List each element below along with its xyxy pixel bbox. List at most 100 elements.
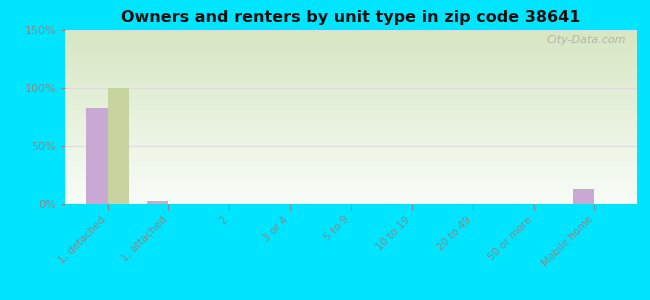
Bar — [65, 77, 637, 79]
Bar — [65, 194, 637, 195]
Bar — [65, 200, 637, 202]
Bar — [65, 182, 637, 183]
Bar — [65, 54, 637, 56]
Bar — [573, 189, 594, 204]
Bar — [147, 200, 168, 204]
Bar — [65, 44, 637, 46]
Bar — [65, 190, 637, 192]
Bar — [65, 68, 637, 70]
Bar — [65, 183, 637, 185]
Bar — [65, 197, 637, 199]
Bar — [65, 93, 637, 94]
Bar — [65, 60, 637, 61]
Bar — [65, 65, 637, 67]
Bar — [65, 162, 637, 164]
Bar — [65, 164, 637, 166]
Bar — [65, 157, 637, 159]
Bar — [65, 37, 637, 39]
Bar — [65, 160, 637, 162]
Bar — [65, 178, 637, 180]
Bar — [65, 185, 637, 187]
Bar — [65, 113, 637, 115]
Bar — [65, 84, 637, 86]
Title: Owners and renters by unit type in zip code 38641: Owners and renters by unit type in zip c… — [122, 10, 580, 25]
Bar — [65, 87, 637, 89]
Bar — [65, 75, 637, 77]
Bar — [65, 167, 637, 169]
Bar — [65, 105, 637, 106]
Bar — [65, 39, 637, 41]
Bar — [65, 134, 637, 136]
Bar — [65, 112, 637, 113]
Bar — [65, 106, 637, 108]
Bar — [65, 126, 637, 127]
Bar — [65, 35, 637, 37]
Bar — [65, 133, 637, 134]
Bar — [65, 34, 637, 35]
Bar — [65, 128, 637, 129]
Bar — [65, 51, 637, 52]
Bar — [65, 148, 637, 150]
Bar — [65, 86, 637, 87]
Bar — [65, 74, 637, 75]
Bar — [65, 173, 637, 174]
Bar — [65, 122, 637, 124]
Bar — [65, 154, 637, 155]
Bar — [65, 58, 637, 60]
Bar — [65, 101, 637, 103]
Bar — [65, 124, 637, 126]
Bar — [65, 100, 637, 101]
Bar — [65, 140, 637, 141]
Bar — [65, 195, 637, 197]
Bar — [65, 155, 637, 157]
Bar — [65, 70, 637, 72]
Bar — [65, 174, 637, 176]
Bar — [65, 131, 637, 133]
Bar — [65, 147, 637, 148]
Bar — [65, 176, 637, 178]
Bar — [65, 49, 637, 51]
Bar — [65, 98, 637, 100]
Bar — [65, 89, 637, 91]
Bar — [65, 159, 637, 161]
Bar — [65, 47, 637, 49]
Bar — [65, 46, 637, 47]
Bar — [108, 88, 129, 204]
Bar — [65, 42, 637, 44]
Bar — [65, 30, 637, 32]
Bar — [65, 171, 637, 173]
Bar — [65, 110, 637, 112]
Bar — [65, 143, 637, 145]
Bar — [65, 91, 637, 93]
Bar — [65, 82, 637, 84]
Bar — [65, 80, 637, 82]
Bar — [65, 136, 637, 138]
Bar — [86, 108, 108, 204]
Bar — [65, 119, 637, 121]
Bar — [65, 152, 637, 154]
Text: City-Data.com: City-Data.com — [546, 35, 625, 45]
Bar — [65, 121, 637, 122]
Bar — [65, 145, 637, 147]
Bar — [65, 202, 637, 204]
Bar — [65, 192, 637, 194]
Bar — [65, 150, 637, 152]
Bar — [65, 94, 637, 96]
Bar — [65, 52, 637, 54]
Bar — [65, 67, 637, 68]
Bar — [65, 56, 637, 58]
Bar — [65, 63, 637, 65]
Bar — [65, 61, 637, 63]
Bar — [65, 96, 637, 98]
Bar — [65, 141, 637, 143]
Bar — [65, 79, 637, 80]
Bar — [65, 187, 637, 188]
Bar — [65, 103, 637, 105]
Bar — [65, 169, 637, 171]
Bar — [65, 72, 637, 74]
Bar — [65, 199, 637, 200]
Bar — [65, 108, 637, 110]
Bar — [65, 40, 637, 42]
Bar — [65, 180, 637, 182]
Bar — [65, 138, 637, 140]
